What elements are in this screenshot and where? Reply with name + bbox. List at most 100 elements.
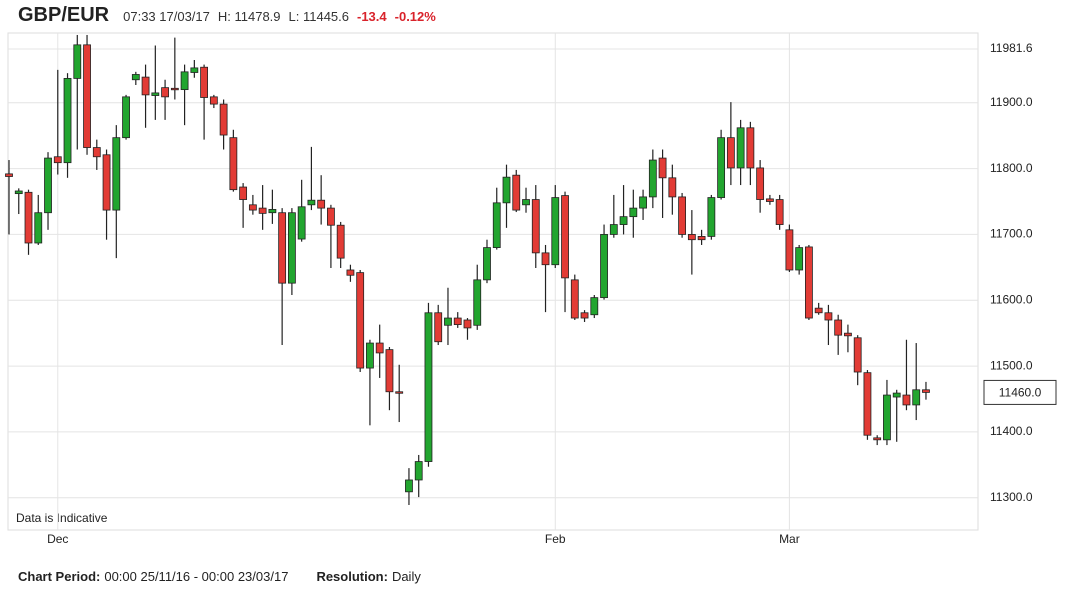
- candle-body: [395, 391, 404, 394]
- candle-body: [34, 212, 43, 244]
- candle-body: [922, 389, 930, 393]
- candle-body: [444, 317, 452, 326]
- candle-body: [5, 173, 13, 177]
- candle-body: [287, 212, 296, 284]
- candle-body: [14, 190, 23, 195]
- candle-body: [102, 154, 111, 211]
- candle-body: [902, 394, 911, 406]
- y-tick-label: 11500.0: [990, 358, 1033, 372]
- candle-body: [824, 312, 833, 321]
- high: H: 11478.9: [217, 9, 281, 24]
- candle-body: [814, 307, 823, 314]
- candle-body: [112, 137, 121, 211]
- candle-body: [873, 437, 882, 441]
- period-label: Chart Period:: [18, 569, 101, 584]
- candle-body: [83, 44, 91, 148]
- candle-body: [297, 206, 306, 240]
- x-tick-label: Dec: [47, 532, 68, 546]
- candle-body: [375, 342, 384, 354]
- y-tick-label: 11900.0: [990, 95, 1033, 109]
- y-tick-label: 11300.0: [990, 490, 1033, 504]
- candle-body: [356, 272, 365, 369]
- candle-body: [53, 156, 62, 164]
- x-tick-label: Feb: [545, 532, 566, 546]
- candle-body: [453, 317, 462, 326]
- y-tick-label: 11700.0: [990, 227, 1033, 241]
- resolution-label: Resolution:: [316, 569, 388, 584]
- candle-body: [892, 392, 901, 398]
- candle-body: [551, 197, 560, 266]
- candle-body: [151, 92, 160, 96]
- y-tick-label: 11400.0: [990, 424, 1033, 438]
- candle-body: [834, 319, 843, 336]
- resolution: Daily: [391, 569, 421, 584]
- candle-body: [473, 279, 482, 326]
- candle-body: [131, 74, 140, 81]
- candle-body: [648, 159, 657, 198]
- candle-body: [600, 234, 608, 299]
- y-tick-label: 11800.0: [990, 161, 1033, 175]
- x-tick-label: Mar: [779, 532, 800, 546]
- candle-body: [219, 103, 228, 136]
- candle-body: [336, 224, 345, 259]
- candle-body: [795, 247, 804, 271]
- candle-body: [180, 71, 189, 91]
- candle-body: [717, 137, 726, 198]
- candle-body: [746, 127, 755, 169]
- candle-body: [200, 66, 209, 98]
- candle-body: [512, 174, 521, 211]
- candle-body: [726, 137, 735, 169]
- candle-body: [258, 207, 267, 214]
- candle-body: [844, 332, 852, 337]
- symbol: GBP/EUR: [18, 4, 110, 26]
- candle-body: [405, 479, 413, 493]
- candle-body: [629, 207, 638, 218]
- candle-body: [434, 312, 443, 343]
- change-pct: -0.12%: [394, 9, 436, 24]
- candle-body: [570, 279, 579, 319]
- last-price-box: [983, 379, 1057, 405]
- candle-body: [385, 349, 394, 393]
- last-price: 11460.0: [999, 386, 1042, 400]
- candle-body: [414, 461, 423, 481]
- candle-body: [73, 44, 82, 79]
- candle-body: [756, 167, 765, 200]
- candle-body: [424, 312, 433, 462]
- header: GBP/EUR 07:33 17/03/17 H: 11478.9 L: 114…: [18, 4, 436, 28]
- candle-body: [268, 209, 277, 214]
- candle-body: [63, 78, 72, 164]
- candle-body: [863, 372, 872, 436]
- candle-body: [531, 199, 540, 254]
- candle-body: [853, 337, 862, 373]
- candle-body: [190, 67, 199, 73]
- change: -13.4: [357, 9, 387, 24]
- candle-body: [805, 246, 813, 319]
- candle-body: [541, 252, 550, 266]
- candle-body: [522, 199, 530, 206]
- candle-body: [668, 177, 677, 198]
- candle-body: [483, 247, 491, 281]
- candle-body: [883, 394, 891, 441]
- candle-body: [248, 204, 257, 211]
- candle-body: [346, 269, 355, 276]
- candle-body: [697, 236, 706, 241]
- candle-body: [209, 96, 218, 105]
- candle-body: [678, 196, 686, 235]
- period: 00:00 25/11/16 - 00:00 23/03/17: [104, 569, 289, 584]
- candle-body: [141, 76, 150, 96]
- low: L: 11445.6: [288, 9, 349, 24]
- candle-body: [366, 342, 374, 369]
- candle-body: [707, 197, 716, 237]
- candle-body: [590, 297, 599, 316]
- candle-body: [161, 87, 169, 98]
- candle-body: [92, 147, 101, 158]
- candle-body: [658, 157, 667, 179]
- candle-body: [463, 319, 472, 329]
- candle-body: [561, 195, 569, 279]
- candle-body: [492, 202, 501, 248]
- candle-body: [736, 127, 745, 169]
- candle-body: [170, 87, 179, 91]
- candle-body: [44, 157, 52, 214]
- candle-body: [775, 199, 784, 225]
